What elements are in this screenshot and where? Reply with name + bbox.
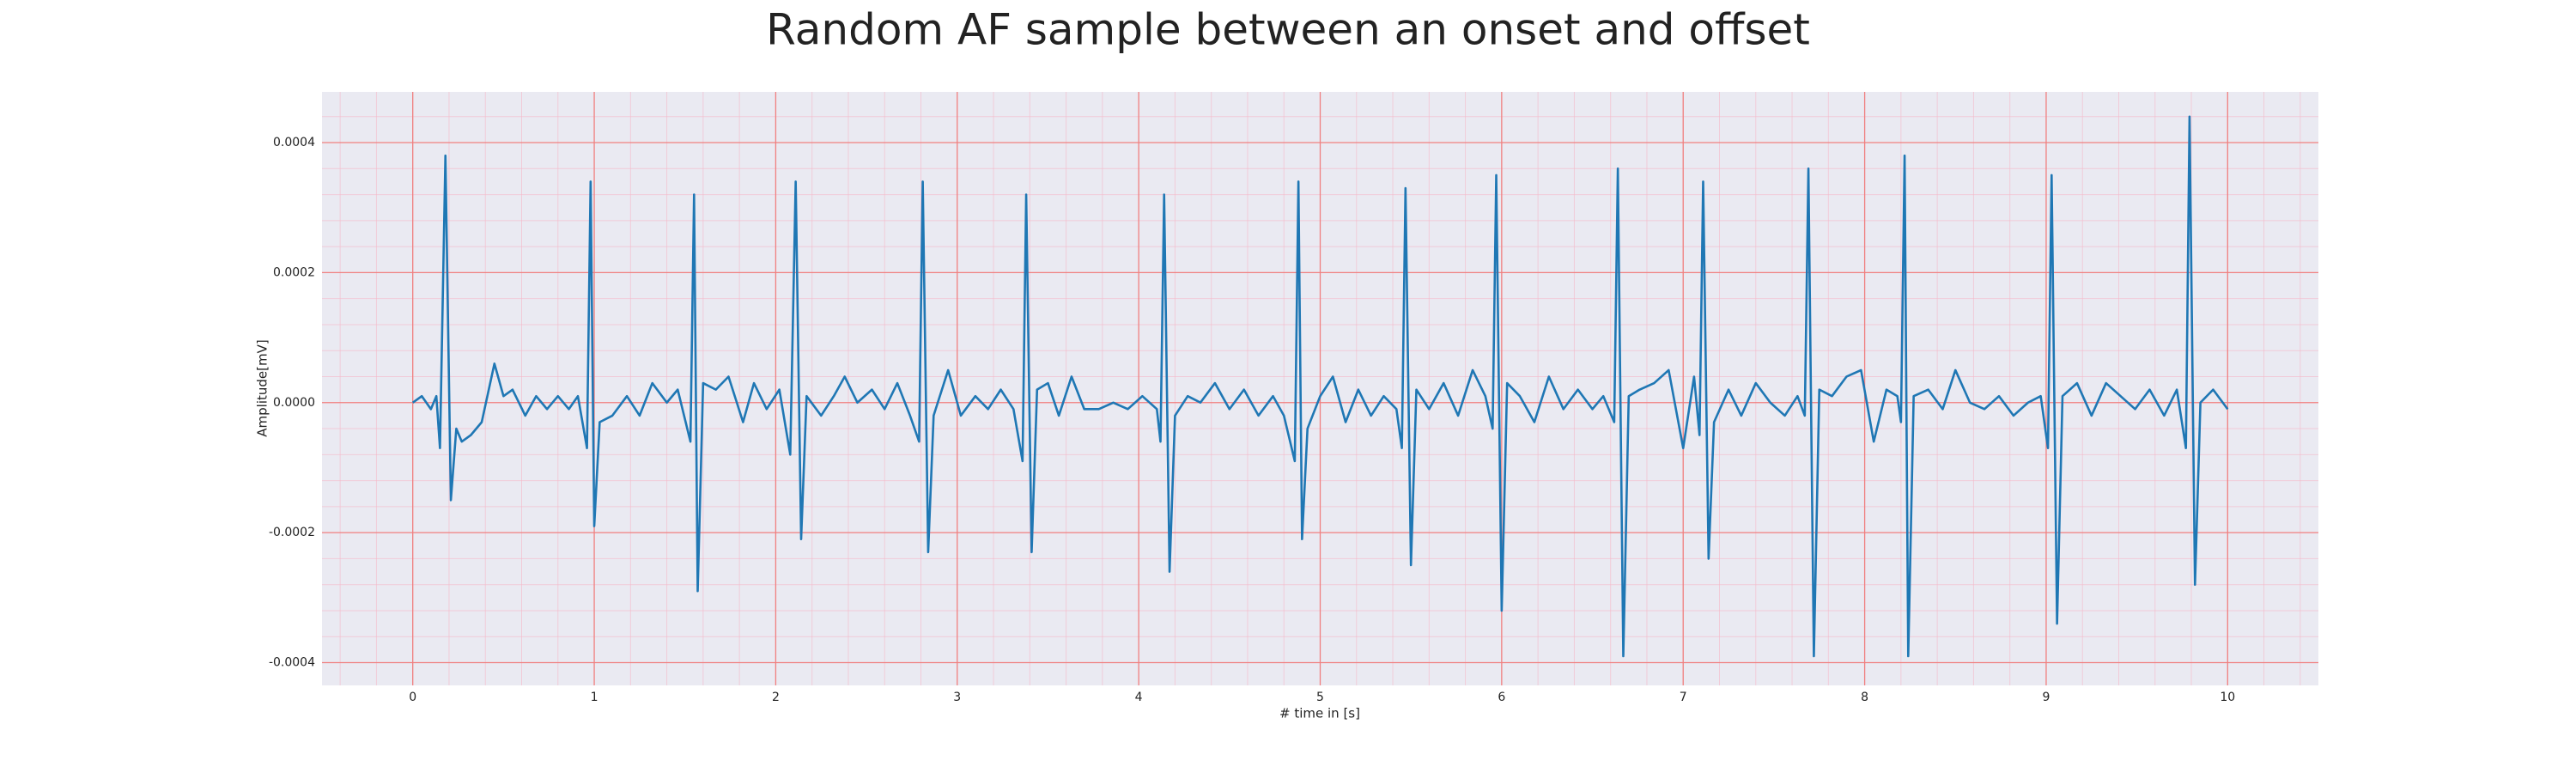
x-axis-label: # time in [s] — [1279, 706, 1360, 721]
x-tick-label: 5 — [1316, 691, 1324, 704]
y-axis-label: Amplitude[mV] — [255, 339, 270, 436]
x-tick-label: 8 — [1861, 691, 1868, 704]
x-tick-label: 9 — [2042, 691, 2050, 704]
x-tick-label: 0 — [409, 691, 416, 704]
signal-line — [411, 115, 2229, 658]
y-tick-label: -0.0004 — [269, 656, 315, 670]
x-tick-label: 3 — [953, 691, 961, 704]
marks — [411, 115, 2229, 658]
x-tick-label: 2 — [772, 691, 780, 704]
x-tick-label: 4 — [1135, 691, 1143, 704]
x-tick-label: 10 — [2220, 691, 2235, 704]
y-tick-label: 0.0000 — [273, 396, 315, 410]
chart-title: Random AF sample between an onset and of… — [766, 5, 1810, 55]
x-tick-label: 7 — [1680, 691, 1687, 704]
y-tick-label: 0.0002 — [273, 265, 315, 279]
grid — [322, 92, 2318, 685]
x-tick-label: 1 — [591, 691, 598, 704]
x-tick-label: 6 — [1498, 691, 1505, 704]
y-tick-label: -0.0002 — [269, 526, 315, 539]
y-tick-label: 0.0004 — [273, 136, 315, 149]
